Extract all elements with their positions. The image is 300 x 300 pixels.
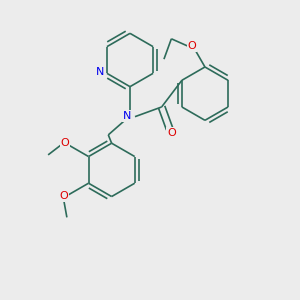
Text: N: N [122, 111, 131, 121]
Text: O: O [167, 128, 176, 138]
Text: O: O [61, 138, 69, 148]
Text: N: N [95, 67, 104, 77]
Text: O: O [60, 191, 69, 201]
Text: O: O [188, 41, 196, 51]
